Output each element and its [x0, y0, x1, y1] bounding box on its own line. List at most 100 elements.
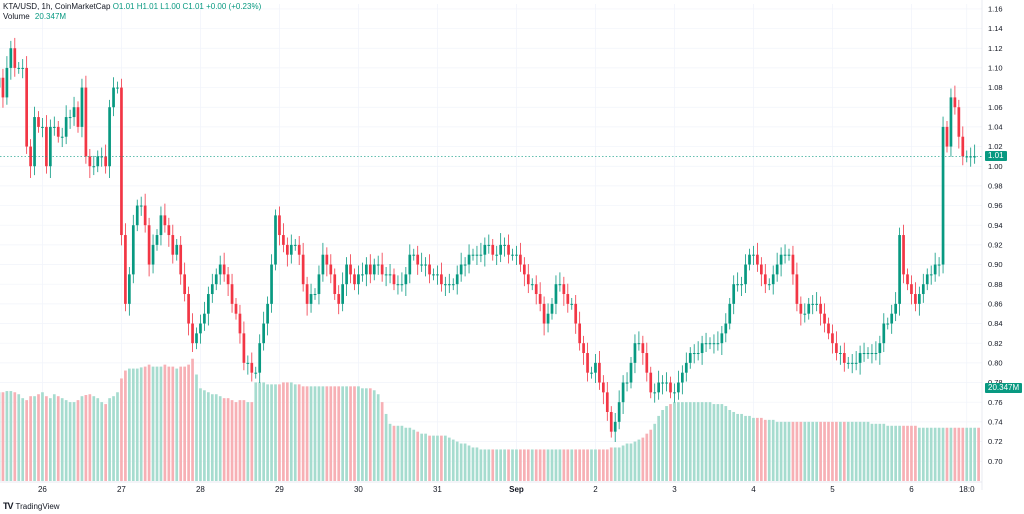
volume-bar	[246, 402, 250, 481]
volume-bar	[301, 386, 305, 481]
volume-bar	[131, 368, 135, 481]
candle	[854, 351, 858, 371]
volume-bar	[207, 392, 210, 481]
candle	[870, 344, 874, 364]
volume-bar	[906, 425, 909, 481]
price-tick-label: 0.80	[988, 358, 1003, 367]
candle	[33, 106, 36, 176]
candle-body	[783, 254, 787, 256]
price-tick-label: 1.12	[988, 44, 1003, 53]
volume-bar	[361, 388, 364, 481]
candle-body	[372, 264, 376, 275]
candle-body	[203, 313, 206, 324]
candle-body	[151, 244, 155, 265]
candle-body	[767, 284, 771, 286]
candle-body	[846, 362, 850, 364]
volume-bar	[447, 437, 451, 481]
volume-bar	[661, 410, 664, 481]
volume-bar	[135, 368, 139, 481]
candle	[207, 286, 210, 326]
price-tick-label: 0.74	[988, 417, 1003, 426]
candle	[404, 266, 408, 296]
candle-body	[5, 67, 9, 98]
candle-body	[625, 382, 629, 384]
price-tick-label: 0.96	[988, 201, 1003, 210]
volume-bar	[384, 413, 388, 481]
volume-bar	[491, 449, 495, 481]
volume-bar	[835, 421, 838, 481]
candle	[60, 127, 64, 148]
candle	[511, 248, 514, 261]
candle-body	[159, 215, 163, 236]
volume-bar	[424, 433, 427, 481]
candle-body	[60, 136, 64, 138]
candle-body	[258, 343, 262, 373]
candle	[811, 295, 815, 315]
candle	[744, 254, 747, 294]
volume-bar	[317, 386, 321, 481]
candle	[92, 155, 96, 176]
volume-bar	[9, 391, 13, 481]
candle-body	[511, 254, 514, 256]
volume-bar	[511, 449, 514, 481]
price-tick-label: 0.92	[988, 240, 1003, 249]
candle	[254, 366, 258, 379]
candle-body	[775, 264, 779, 275]
candle	[238, 304, 242, 344]
candle	[594, 354, 597, 384]
volume-bar	[368, 388, 372, 481]
candle	[724, 313, 728, 343]
candle	[210, 273, 214, 303]
tradingview-brand[interactable]: TV TradingView	[3, 501, 60, 511]
candle	[665, 372, 668, 392]
volume-bars	[0, 358, 980, 481]
candle	[602, 375, 605, 405]
candle-body	[598, 362, 601, 383]
volume-bar	[692, 402, 696, 481]
candle-body	[305, 284, 309, 304]
candle	[100, 147, 104, 167]
volume-bar	[270, 384, 273, 481]
candle	[929, 265, 933, 285]
volume-bar	[787, 421, 791, 481]
candle-body	[396, 284, 400, 286]
time-axis[interactable]: 26 27 28 29 30 31 Sep 2 3 4 5 6 18:0	[0, 481, 982, 494]
volume-bar	[740, 413, 743, 481]
volume-bar	[914, 425, 917, 481]
candle-body	[282, 235, 285, 245]
volume-bar	[673, 402, 676, 481]
candle-body	[104, 156, 107, 167]
candle-body	[246, 362, 250, 364]
volume-bar	[286, 382, 289, 481]
volume-bar	[487, 449, 491, 481]
candle-body	[538, 294, 542, 304]
volume-bar	[13, 392, 17, 481]
volume-bar	[408, 427, 412, 481]
candle-body	[858, 353, 862, 363]
candle-body	[187, 294, 190, 324]
candle-body	[850, 362, 854, 364]
candle	[736, 272, 739, 292]
candle	[278, 206, 281, 246]
candle-body	[902, 235, 905, 275]
candle-body	[349, 264, 352, 275]
candle-body	[748, 254, 751, 265]
volume-bar	[120, 378, 123, 481]
volume-bar	[767, 419, 771, 481]
volume-bar	[566, 449, 570, 481]
candle	[779, 247, 783, 277]
candle-body	[353, 274, 356, 285]
price-tick-label: 0.70	[988, 457, 1003, 466]
candle-body	[914, 294, 917, 304]
candle	[56, 120, 60, 143]
candle	[574, 295, 578, 334]
candle	[72, 96, 76, 126]
candle	[677, 370, 680, 400]
price-axis[interactable]: 1.16 1.14 1.12 1.10 1.08 1.06 1.04 1.02 1.00 0.98…	[981, 0, 1003, 490]
candle	[499, 233, 502, 263]
candle-body	[222, 264, 226, 275]
volume-bar	[151, 366, 155, 481]
volume-bar	[282, 382, 285, 481]
candle-body	[116, 87, 119, 89]
